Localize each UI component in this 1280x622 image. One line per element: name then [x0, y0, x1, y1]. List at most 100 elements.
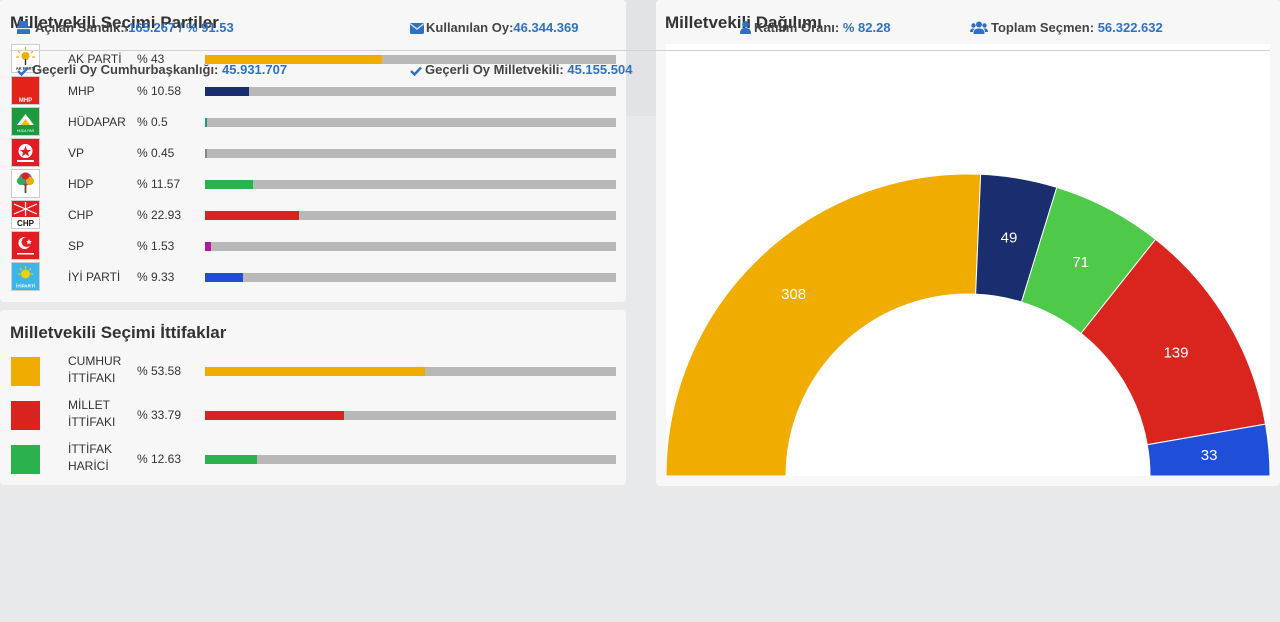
alliance-name: İTTİFAK HARİCİ	[68, 441, 112, 475]
check-icon	[17, 64, 29, 79]
svg-text:CHP: CHP	[17, 219, 35, 228]
alliance-name-line1: MİLLET	[68, 398, 111, 412]
ballot-box-icon	[17, 21, 30, 37]
seat-chart-svg: 308 49 71 139 33	[666, 173, 1270, 476]
alliance-bar-track	[205, 367, 616, 376]
party-bar-fill	[205, 118, 208, 127]
stat-total-voters: Toplam Seçmen: 56.322.632	[970, 20, 1163, 37]
party-name: AK PARTİ	[68, 52, 122, 66]
user-icon	[740, 21, 751, 37]
alliance-percent: % 33.79	[137, 408, 182, 422]
party-name: MHP	[68, 84, 95, 98]
party-row: İYİPARTİ İYİ PARTİ % 9.33	[0, 262, 626, 292]
alliance-swatch	[11, 357, 40, 386]
seat-slice-1[interactable]	[666, 173, 982, 476]
party-bar-track	[205, 118, 616, 127]
stats-divider	[10, 50, 1270, 51]
chp-logo: CHP	[11, 200, 40, 229]
alliance-percent: % 12.63	[137, 452, 182, 466]
alliance-name-line2: HARİCİ	[68, 459, 109, 473]
alliance-percent: % 53.58	[137, 364, 182, 378]
stat-used-votes: Kullanılan Oy:46.344.369	[410, 20, 578, 37]
party-percent: % 1.53	[137, 239, 175, 253]
seat-slice-5[interactable]	[1146, 423, 1270, 476]
party-bar-fill	[205, 211, 300, 220]
alliance-name-line1: CUMHUR	[68, 354, 122, 368]
alliance-name-line1: İTTİFAK	[68, 442, 113, 456]
stat-valid-mp-value: 45.155.504	[567, 62, 633, 77]
parties-panel: Milletvekili Seçimi Partiler AK PARTİ AK …	[0, 0, 626, 302]
party-bar-fill	[205, 149, 207, 158]
alliance-bar-fill	[205, 411, 344, 420]
alliance-swatch	[11, 401, 40, 430]
check-icon	[410, 64, 422, 79]
party-name: HDP	[68, 177, 94, 191]
stat-voters-value: 56.322.632	[1097, 20, 1163, 35]
seat-distribution-chart: 308 49 71 139 33	[666, 44, 1270, 476]
party-percent: % 11.57	[137, 177, 181, 191]
party-bar-fill	[205, 180, 253, 189]
party-name: HÜDAPAR	[68, 115, 126, 129]
stat-turnout-label: Katılım Oranı:	[754, 20, 840, 35]
stat-voters-label: Toplam Seçmen:	[991, 20, 1095, 35]
alliance-name: CUMHUR İTTİFAKI	[68, 353, 121, 387]
users-icon	[970, 21, 988, 37]
party-bar-fill	[205, 242, 212, 251]
svg-text:İYİPARTİ: İYİPARTİ	[16, 283, 35, 289]
party-percent: % 0.5	[137, 115, 168, 129]
party-bar-track	[205, 211, 616, 220]
seat-label: 71	[1072, 254, 1089, 271]
hudapar-logo: HÜDA PAR	[11, 107, 40, 136]
stat-opened-value: 165.267 / % 91.53	[128, 20, 234, 35]
svg-text:HÜDA PAR: HÜDA PAR	[17, 129, 35, 133]
party-row: CHP CHP % 22.93	[0, 200, 626, 230]
stat-valid-pres-label: Geçerli Oy Cumhurbaşkanlığı:	[32, 62, 219, 77]
party-bar-fill	[205, 55, 382, 64]
seat-label: 139	[1163, 344, 1188, 361]
party-bar-fill	[205, 273, 244, 282]
svg-text:MHP: MHP	[19, 98, 32, 104]
alliance-bar-track	[205, 455, 616, 464]
party-bar-track	[205, 149, 616, 158]
alliances-title: Milletvekili Seçimi İttifaklar	[10, 323, 227, 342]
alliance-row: MİLLET İTTİFAKI % 33.79	[0, 398, 626, 430]
hdp-logo	[11, 169, 40, 198]
party-name: SP	[68, 239, 85, 253]
party-row: MHP MHP % 10.58	[0, 76, 626, 106]
party-row: HÜDA PAR HÜDAPAR % 0.5	[0, 107, 626, 137]
seat-label: 33	[1201, 447, 1218, 464]
seats-panel: Milletvekili Dağılımı 308 49 71 139 33	[656, 0, 1280, 486]
mhp-logo: MHP	[11, 76, 40, 105]
iyi-logo: İYİPARTİ	[11, 262, 40, 291]
seat-label: 49	[1001, 229, 1018, 246]
party-percent: % 22.93	[137, 208, 182, 222]
party-bar-track	[205, 180, 616, 189]
stat-turnout: Katılım Oranı: % 82.28	[740, 20, 891, 37]
sp-logo	[11, 231, 40, 260]
party-row: VP % 0.45	[0, 138, 626, 168]
party-name: CHP	[68, 208, 94, 222]
alliances-panel: Milletvekili Seçimi İttifaklar CUMHUR İTT…	[0, 310, 626, 485]
party-name: VP	[68, 146, 85, 160]
party-percent: % 9.33	[137, 270, 175, 284]
party-row: SP % 1.53	[0, 231, 626, 261]
alliance-bar-track	[205, 411, 616, 420]
stat-valid-mp-label: Geçerli Oy Milletvekili:	[425, 62, 564, 77]
alliance-bar-fill	[205, 455, 257, 464]
party-name: İYİ PARTİ	[68, 270, 121, 284]
stat-turnout-value: % 82.28	[842, 20, 891, 35]
stat-used-value: 46.344.369	[513, 20, 579, 35]
stat-valid-presidential: Geçerli Oy Cumhurbaşkanlığı: 45.931.707	[17, 62, 287, 79]
alliance-row: CUMHUR İTTİFAKI % 53.58	[0, 353, 626, 387]
stat-valid-pres-value: 45.931.707	[222, 62, 288, 77]
party-percent: % 10.58	[137, 84, 182, 98]
party-percent: % 0.45	[137, 146, 175, 160]
party-bar-track	[205, 87, 616, 96]
stat-opened-boxes: Açılan Sandık: 165.267 / % 91.53	[17, 20, 234, 37]
stat-used-label: Kullanılan Oy:	[426, 20, 514, 35]
alliance-swatch	[11, 445, 40, 474]
stat-opened-label: Açılan Sandık:	[35, 20, 125, 35]
party-bar-track	[205, 273, 616, 282]
vp-logo	[11, 138, 40, 167]
alliance-name-line2: İTTİFAKI	[68, 371, 116, 385]
